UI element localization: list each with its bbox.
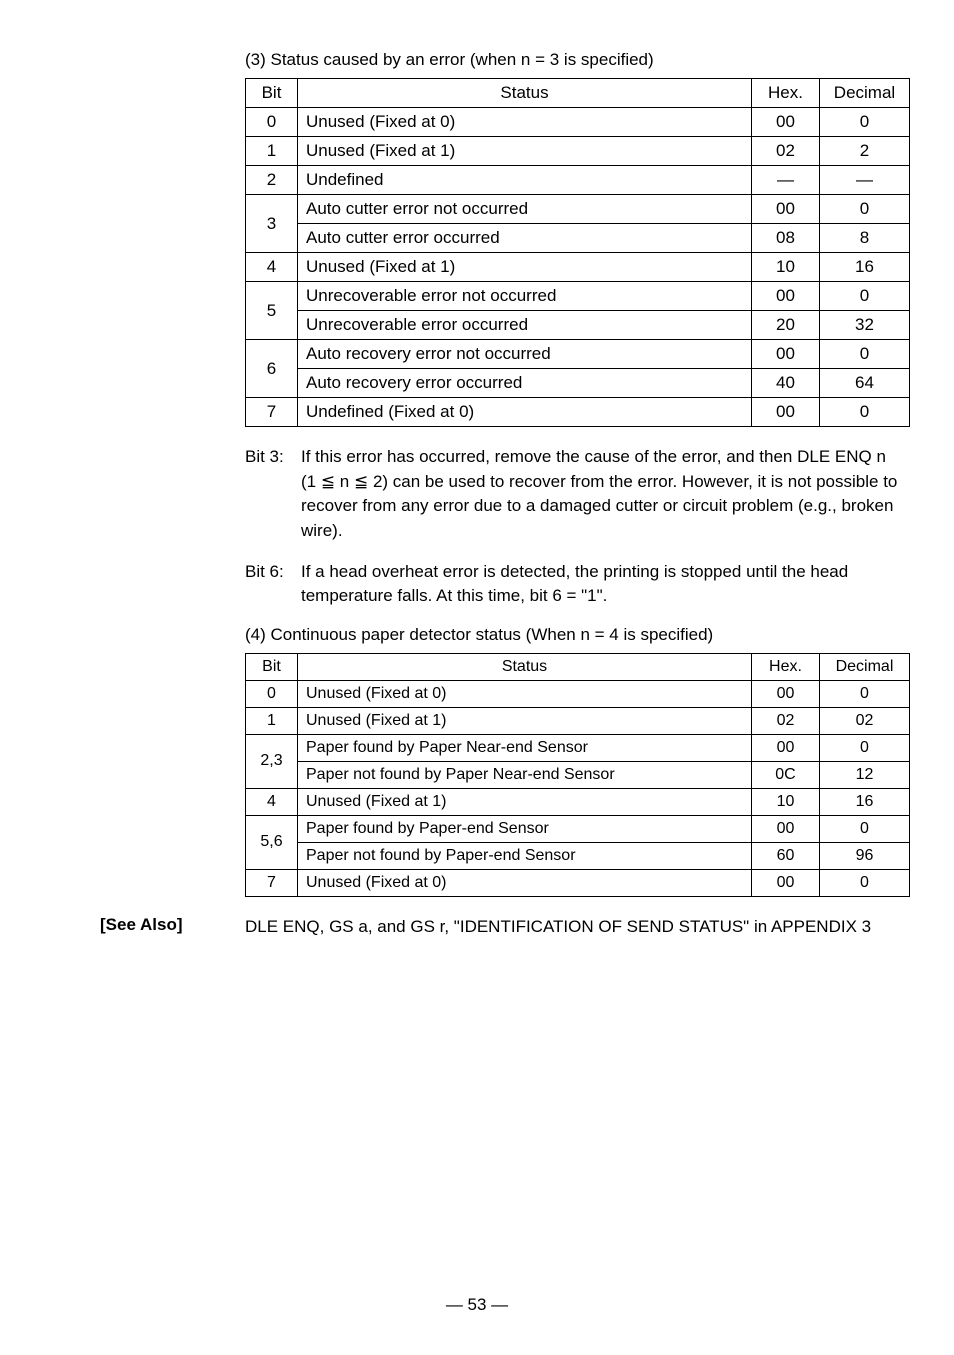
table-cell: 00 [752,398,820,427]
table-cell: 40 [752,369,820,398]
table-cell: 00 [752,195,820,224]
table-cell: 0 [820,340,910,369]
bit6-note: Bit 6:If a head overheat error is detect… [245,560,910,609]
bit6-text: If a head overheat error is detected, th… [301,560,901,609]
table-cell: 2 [246,166,298,195]
table-cell: 00 [752,734,820,761]
table-cell: 16 [820,788,910,815]
table-cell: 0 [820,815,910,842]
table-cell: 0C [752,761,820,788]
bit6-label: Bit 6: [245,560,301,585]
t3-h-bit: Bit [246,79,298,108]
table-cell: 7 [246,398,298,427]
table-cell: 4 [246,788,298,815]
table-cell: 0 [820,108,910,137]
table-cell: 10 [752,253,820,282]
table-cell: 0 [820,680,910,707]
table-cell: Paper not found by Paper-end Sensor [298,842,752,869]
table3-caption: (3) Status caused by an error (when n = … [245,50,910,70]
table-cell: Undefined [298,166,752,195]
table-cell: Auto cutter error not occurred [298,195,752,224]
table-cell: Unused (Fixed at 1) [298,253,752,282]
table-cell: 0 [820,398,910,427]
table-cell: 5 [246,282,298,340]
table-cell: 0 [246,108,298,137]
table-cell: 0 [820,869,910,896]
table-cell: — [752,166,820,195]
table-cell: 02 [752,707,820,734]
table-cell: 00 [752,680,820,707]
t3-h-hex: Hex. [752,79,820,108]
table-cell: 60 [752,842,820,869]
table-cell: Unused (Fixed at 1) [298,788,752,815]
table-cell: 12 [820,761,910,788]
table-cell: Unrecoverable error not occurred [298,282,752,311]
table-cell: Paper not found by Paper Near-end Sensor [298,761,752,788]
page-number: — 53 — [0,1295,954,1315]
table-cell: 7 [246,869,298,896]
table-cell: 0 [246,680,298,707]
table-cell: 32 [820,311,910,340]
table-cell: Unrecoverable error occurred [298,311,752,340]
table3: Bit Status Hex. Decimal 0 Unused (Fixed … [245,78,910,427]
table-cell: 0 [820,195,910,224]
table-cell: 0 [820,282,910,311]
table-cell: 1 [246,137,298,166]
table-cell: 6 [246,340,298,398]
table-cell: 64 [820,369,910,398]
bit3-label: Bit 3: [245,445,301,470]
table-cell: Undefined (Fixed at 0) [298,398,752,427]
table-cell: 96 [820,842,910,869]
table-cell: Paper found by Paper Near-end Sensor [298,734,752,761]
table-cell: 4 [246,253,298,282]
bit3-text: If this error has occurred, remove the c… [301,445,901,544]
t4-h-hex: Hex. [752,653,820,680]
table-cell: 8 [820,224,910,253]
table-cell: 1 [246,707,298,734]
table-cell: Paper found by Paper-end Sensor [298,815,752,842]
t4-h-bit: Bit [246,653,298,680]
table4-caption: (4) Continuous paper detector status (Wh… [245,625,910,645]
table-cell: 00 [752,108,820,137]
table-cell: 00 [752,340,820,369]
see-also-text: DLE ENQ, GS a, and GS r, "IDENTIFICATION… [245,915,904,940]
table-cell: Unused (Fixed at 1) [298,137,752,166]
table-cell: 16 [820,253,910,282]
t4-h-dec: Decimal [820,653,910,680]
table-cell: 10 [752,788,820,815]
table-cell: 00 [752,869,820,896]
table-cell: — [820,166,910,195]
table-cell: 20 [752,311,820,340]
table-cell: Auto cutter error occurred [298,224,752,253]
see-also-label: [See Also] [50,915,245,940]
bit3-note: Bit 3:If this error has occurred, remove… [245,445,910,544]
table-cell: Auto recovery error not occurred [298,340,752,369]
t3-h-dec: Decimal [820,79,910,108]
t3-h-status: Status [298,79,752,108]
t4-h-status: Status [298,653,752,680]
table-cell: 02 [752,137,820,166]
table-cell: Unused (Fixed at 0) [298,869,752,896]
table-cell: 00 [752,815,820,842]
table-cell: 02 [820,707,910,734]
table-cell: 2 [820,137,910,166]
table-cell: 0 [820,734,910,761]
table-cell: Unused (Fixed at 1) [298,707,752,734]
table4: Bit Status Hex. Decimal 0 Unused (Fixed … [245,653,910,897]
table-cell: Auto recovery error occurred [298,369,752,398]
table-cell: 2,3 [246,734,298,788]
table-cell: 00 [752,282,820,311]
table-cell: 5,6 [246,815,298,869]
table-cell: Unused (Fixed at 0) [298,108,752,137]
table-cell: Unused (Fixed at 0) [298,680,752,707]
table-cell: 3 [246,195,298,253]
table-cell: 08 [752,224,820,253]
